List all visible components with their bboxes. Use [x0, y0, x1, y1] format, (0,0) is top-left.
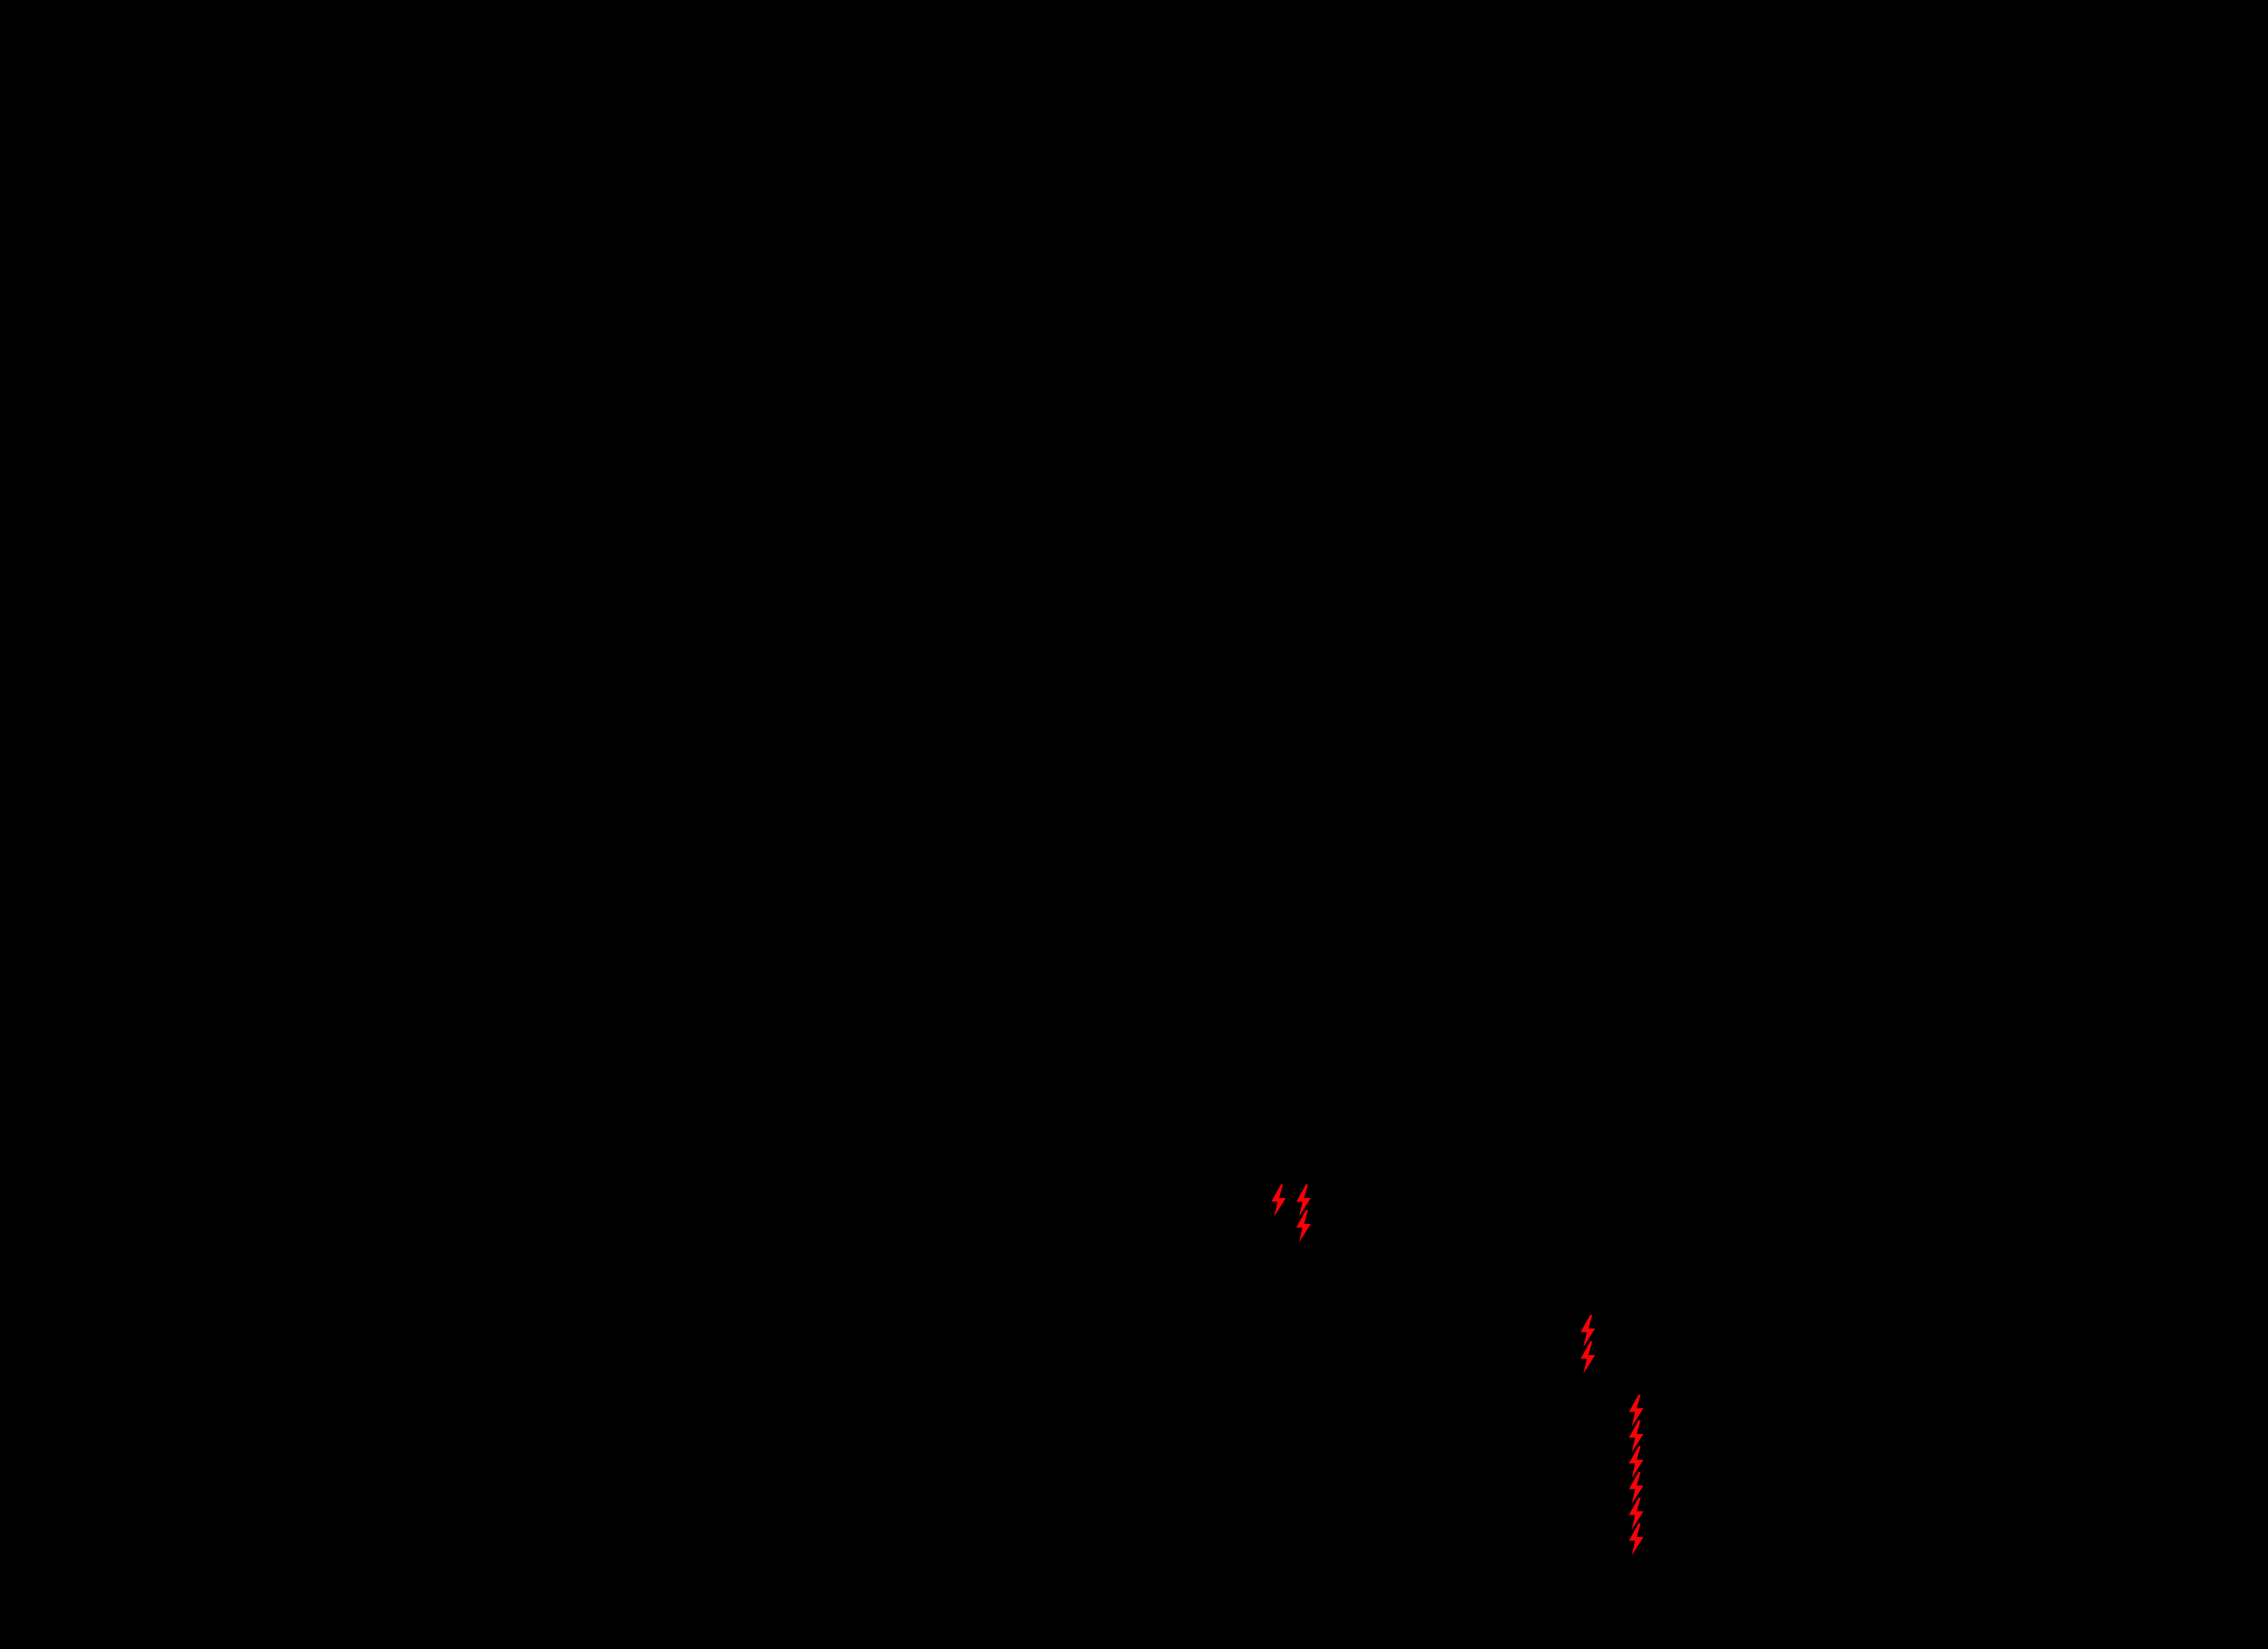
- lightning-bolt-icon: [1577, 1314, 1598, 1348]
- lightning-bolt-icon: [1625, 1420, 1646, 1453]
- lightning-bolt-icon: [1577, 1341, 1598, 1374]
- lightning-bolt-icon: [1625, 1497, 1646, 1531]
- lightning-bolt-icon: [1625, 1471, 1646, 1505]
- lightning-bolt-icon: [1625, 1445, 1646, 1479]
- lightning-bolt-icon: [1625, 1394, 1646, 1428]
- lightning-bolt-icon: [1625, 1523, 1646, 1556]
- lightning-bolt-icon: [1293, 1209, 1314, 1243]
- lightning-bolt-icon: [1268, 1184, 1289, 1217]
- lightning-bolt-icon: [1293, 1184, 1314, 1217]
